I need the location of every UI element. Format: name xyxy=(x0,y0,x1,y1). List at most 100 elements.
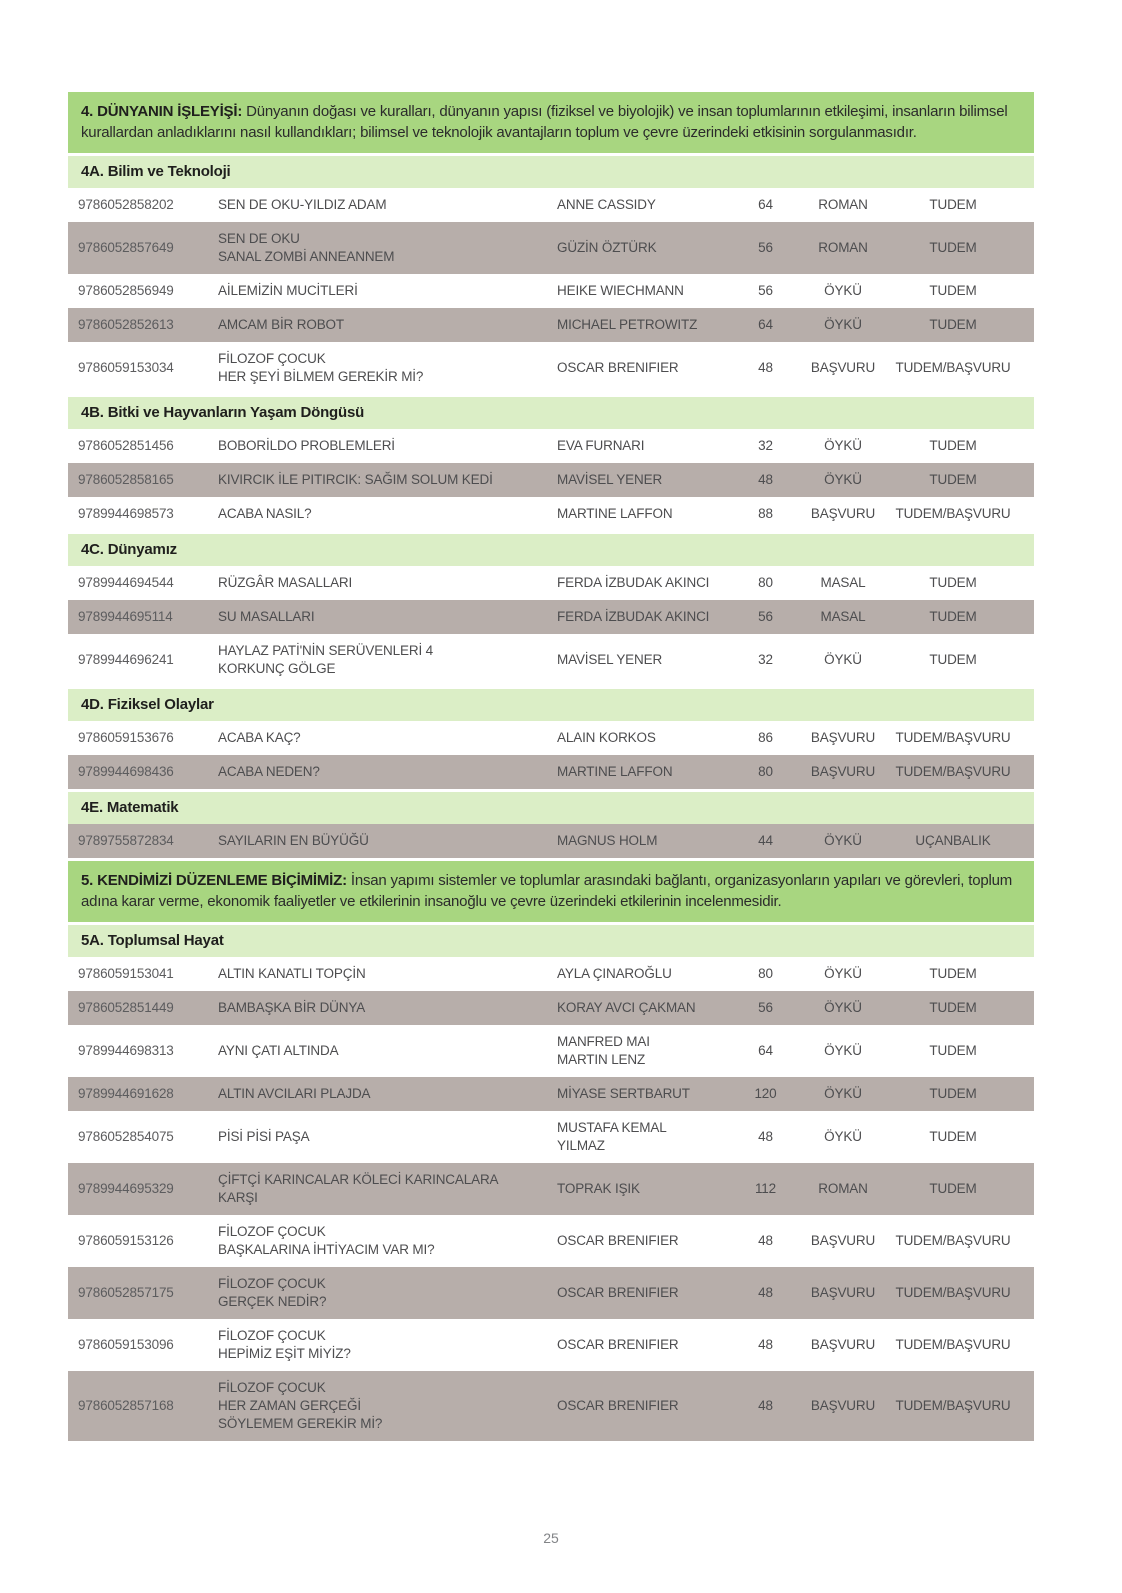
cell-isbn: 9786052857168 xyxy=(78,1398,174,1413)
cell-publisher: TUDEM xyxy=(929,575,977,590)
cell-genre: ÖYKÜ xyxy=(824,652,862,667)
cell-author: HEIKE WIECHMANN xyxy=(557,283,684,298)
cell-author: OSCAR BRENIFIER xyxy=(557,1337,679,1352)
table-row: 9786052857649 SEN DE OKU SANAL ZOMBİ ANNE… xyxy=(68,222,1034,274)
section-header-label: 5. KENDİMİZİ DÜZENLEME BİÇİMİMİZ: xyxy=(81,872,347,889)
cell-genre: BAŞVURU xyxy=(810,730,876,745)
cell-publisher: TUDEM xyxy=(929,317,977,332)
cell-author: OSCAR BRENIFIER xyxy=(557,1398,679,1413)
table-row: 9786052856949 AİLEMİZİN MUCİTLERİ HEIKE WI… xyxy=(68,274,1034,308)
cell-publisher: TUDEM xyxy=(929,438,977,453)
cell-title: AİLEMİZİN MUCİTLERİ xyxy=(218,283,358,298)
subsection-header: 4D. Fiziksel Olaylar xyxy=(68,689,1034,721)
table-row: 9786052857175 FİLOZOF ÇOCUK GERÇEK NEDİR?… xyxy=(68,1267,1034,1319)
table-row: 9786052852613 AMCAM BİR ROBOT MICHAEL PETR… xyxy=(68,308,1034,342)
cell-publisher: TUDEM xyxy=(929,966,977,981)
table-row: 9786052851449 BAMBAŞKA BİR DÜNYA KORAY AVC… xyxy=(68,991,1034,1025)
cell-isbn: 9786052851456 xyxy=(78,438,174,453)
cell-title: FİLOZOF ÇOCUK HER ZAMAN GERÇEĞİ SÖYLEMEM… xyxy=(218,1380,383,1431)
cell-isbn: 9786052857649 xyxy=(78,240,174,255)
cell-title: FİLOZOF ÇOCUK BAŞKALARINA İHTİYACIM VAR … xyxy=(218,1224,435,1257)
cell-publisher: TUDEM xyxy=(929,240,977,255)
cell-genre: BAŞVURU xyxy=(810,506,876,521)
cell-publisher: TUDEM/BAŞVURU xyxy=(895,1398,1011,1413)
cell-genre: BAŞVURU xyxy=(810,764,876,779)
cell-isbn: 9789944698313 xyxy=(78,1043,174,1058)
cell-genre: ÖYKÜ xyxy=(824,966,862,981)
cell-author: OSCAR BRENIFIER xyxy=(557,1285,679,1300)
cell-genre: BAŞVURU xyxy=(810,1233,876,1248)
cell-title: ALTIN AVCILARI PLAJDA xyxy=(218,1086,371,1101)
table-row: 9789944694544 RÜZGÂR MASALLARI FERDA İZBUD… xyxy=(68,566,1034,600)
cell-page-count: 88 xyxy=(758,506,773,521)
cell-author: MAVİSEL YENER xyxy=(557,472,663,487)
cell-title: AMCAM BİR ROBOT xyxy=(218,317,345,332)
cell-genre: ÖYKÜ xyxy=(824,472,862,487)
cell-publisher: TUDEM/BAŞVURU xyxy=(895,1337,1011,1352)
cell-title: BOBORİLDO PROBLEMLERİ xyxy=(218,438,395,453)
cell-genre: ROMAN xyxy=(818,1181,868,1196)
cell-isbn: 9786052858165 xyxy=(78,472,174,487)
subsection-header: 4A. Bilim ve Teknoloji xyxy=(68,156,1034,188)
cell-author: FERDA İZBUDAK AKINCI xyxy=(557,609,710,624)
section-header-description: Dünyanın doğası ve kuralları, dünyanın y… xyxy=(81,103,1008,141)
cell-isbn: 9786059153676 xyxy=(78,730,174,745)
cell-genre: ÖYKÜ xyxy=(824,1043,862,1058)
cell-page-count: 64 xyxy=(758,1043,773,1058)
cell-publisher: TUDEM xyxy=(929,1086,977,1101)
subsection-header: 4C. Dünyamız xyxy=(68,534,1034,566)
cell-page-count: 56 xyxy=(758,240,773,255)
cell-genre: ÖYKÜ xyxy=(824,317,862,332)
cell-author: AYLA ÇINAROĞLU xyxy=(557,966,672,981)
cell-isbn: 9786059153126 xyxy=(78,1233,174,1248)
subsection-header: 4E. Matematik xyxy=(68,792,1034,824)
cell-author: MARTINE LAFFON xyxy=(557,506,673,521)
cell-page-count: 120 xyxy=(754,1086,777,1101)
table-row: 9786059153676 ACABA KAÇ? ALAIN KORKOS 86 BAŞ… xyxy=(68,721,1034,755)
cell-publisher: TUDEM xyxy=(929,1181,977,1196)
cell-page-count: 48 xyxy=(758,1398,773,1413)
cell-title: FİLOZOF ÇOCUK HEPİMİZ EŞİT MİYİZ? xyxy=(218,1328,351,1361)
subsection-header: 5A. Toplumsal Hayat xyxy=(68,925,1034,957)
cell-author: MUSTAFA KEMAL YILMAZ xyxy=(557,1120,667,1153)
cell-page-count: 80 xyxy=(758,764,773,779)
cell-title: FİLOZOF ÇOCUK GERÇEK NEDİR? xyxy=(218,1276,327,1309)
cell-genre: MASAL xyxy=(820,575,866,590)
cell-page-count: 48 xyxy=(758,360,773,375)
cell-publisher: TUDEM xyxy=(929,283,977,298)
cell-page-count: 48 xyxy=(758,472,773,487)
table-row: 9786052857168 FİLOZOF ÇOCUK HER ZAMAN GER… xyxy=(68,1371,1034,1441)
cell-title: ACABA KAÇ? xyxy=(218,730,301,745)
cell-title: SEN DE OKU SANAL ZOMBİ ANNEANNEM xyxy=(218,231,395,264)
cell-page-count: 48 xyxy=(758,1337,773,1352)
cell-publisher: TUDEM xyxy=(929,1129,977,1144)
cell-title: ACABA NEDEN? xyxy=(218,764,320,779)
section-header: 4. DÜNYANIN İŞLEYİŞİ: Dünyanın doğası ve… xyxy=(68,92,1034,153)
cell-genre: BAŞVURU xyxy=(810,1337,876,1352)
cell-page-count: 48 xyxy=(758,1233,773,1248)
page-number: 25 xyxy=(543,1530,559,1546)
cell-isbn: 9789944691628 xyxy=(78,1086,174,1101)
table-row: 9786059153034 FİLOZOF ÇOCUK HER ŞEYİ BİLM… xyxy=(68,342,1034,394)
section-header-description: İnsan yapımı sistemler ve toplumlar aras… xyxy=(81,872,1013,910)
cell-isbn: 9786059153034 xyxy=(78,360,174,375)
cell-isbn: 9786052852613 xyxy=(78,317,174,332)
cell-author: ANNE CASSIDY xyxy=(557,197,656,212)
cell-page-count: 56 xyxy=(758,1000,773,1015)
cell-isbn: 9786052856949 xyxy=(78,283,174,298)
cell-genre: MASAL xyxy=(820,609,866,624)
table-row: 9789944695329 ÇİFTÇİ KARINCALAR KÖLECİ KA… xyxy=(68,1163,1034,1215)
cell-page-count: 32 xyxy=(758,438,773,453)
cell-page-count: 80 xyxy=(758,575,773,590)
cell-title: PİSİ PİSİ PAŞA xyxy=(218,1129,310,1144)
cell-page-count: 48 xyxy=(758,1285,773,1300)
cell-genre: BAŞVURU xyxy=(810,1398,876,1413)
cell-author: OSCAR BRENIFIER xyxy=(557,360,679,375)
table-row: 9786052858165 KIVIRCIK İLE PITIRCIK: SAĞI… xyxy=(68,463,1034,497)
cell-author: MAGNUS HOLM xyxy=(557,833,658,848)
cell-author: EVA FURNARI xyxy=(557,438,645,453)
cell-publisher: TUDEM xyxy=(929,1000,977,1015)
subsection-header: 4B. Bitki ve Hayvanların Yaşam Döngüsü xyxy=(68,397,1034,429)
cell-title: HAYLAZ PATİ'NİN SERÜVENLERİ 4 KORKUNÇ GÖ… xyxy=(218,643,434,676)
cell-page-count: 32 xyxy=(758,652,773,667)
